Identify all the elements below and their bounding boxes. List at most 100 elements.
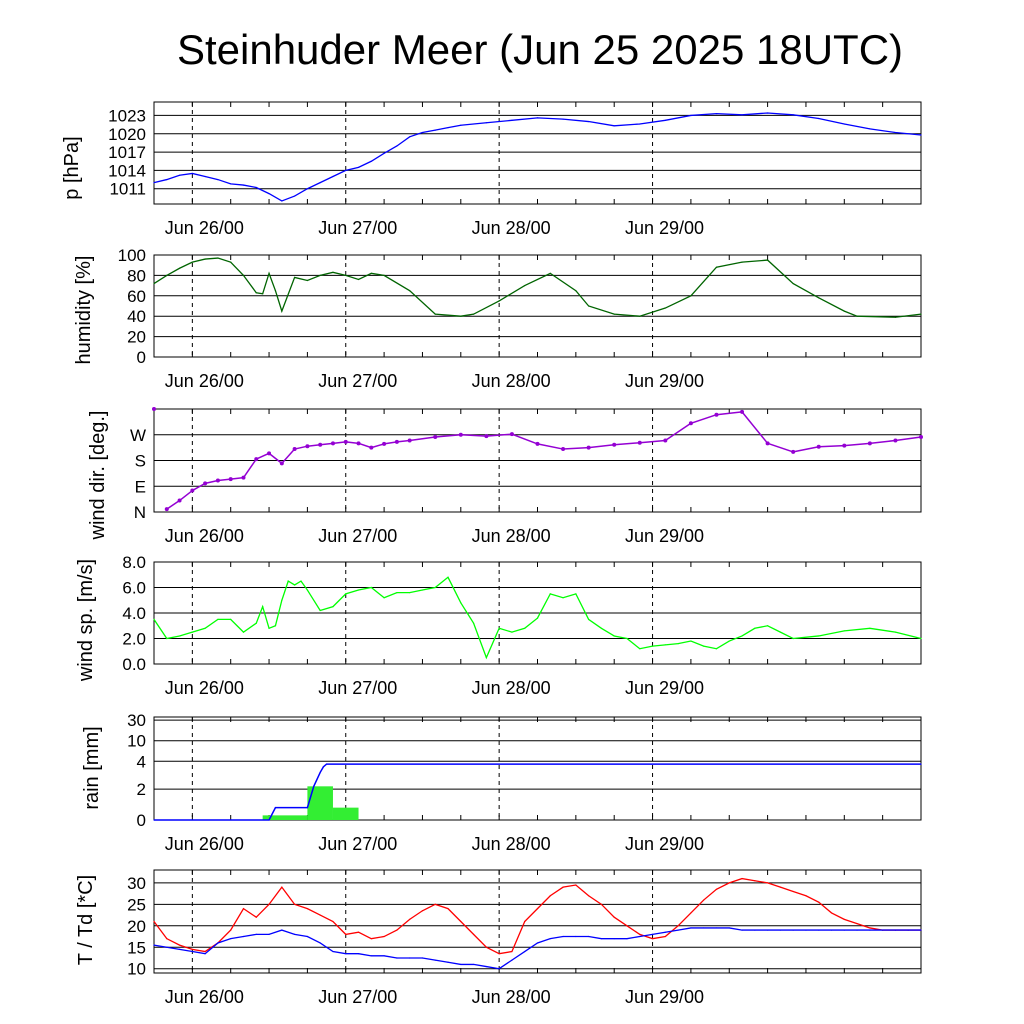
dewpoint-point: [447, 961, 449, 963]
pressure-point: [281, 200, 283, 202]
temperature-point: [741, 877, 743, 880]
temperature-point: [651, 938, 654, 940]
x-tick-label: Jun 26/00: [165, 678, 244, 698]
wind-dir-segment: [614, 442, 640, 446]
wind-speed-point: [677, 643, 679, 645]
pressure-point: [511, 119, 513, 121]
rain-cumulative-point: [325, 763, 328, 765]
wind-dir-segment: [869, 439, 896, 445]
humidity-point: [434, 313, 436, 315]
humidity-point: [664, 307, 666, 309]
dewpoint-point: [639, 935, 641, 938]
humidity-point: [575, 290, 577, 292]
y-tick-label: 1017: [108, 143, 146, 162]
pressure-point: [715, 113, 718, 115]
x-tick-label: Jun 28/00: [472, 371, 551, 391]
rain-cumulative-point: [306, 807, 308, 809]
wind-dir-segment: [358, 442, 372, 449]
rain-bar: [332, 807, 359, 820]
dewpoint-point: [281, 929, 283, 931]
pressure-point: [230, 183, 232, 185]
dewpoint-point: [306, 935, 308, 938]
humidity-point: [217, 257, 219, 259]
dewpoint-point: [894, 929, 897, 931]
humidity-point: [856, 315, 858, 317]
temperature-point: [498, 953, 500, 955]
wind-speed-point: [262, 606, 264, 608]
temperature-point: [447, 908, 449, 910]
pressure-point: [767, 112, 769, 114]
wind-dir-segment: [242, 458, 257, 479]
dewpoint-point: [754, 929, 756, 931]
temperature-point: [626, 925, 628, 927]
y-tick-label: W: [130, 426, 146, 445]
pressure-point: [588, 120, 590, 123]
wind-dir-segment: [486, 433, 512, 437]
wind-dir-segment: [716, 411, 743, 416]
y-tick-label: 60: [127, 287, 146, 306]
wind-dir-segment: [664, 422, 692, 442]
wind-dir-segment: [409, 436, 436, 442]
wind-speed-point: [319, 609, 321, 612]
dewpoint-point: [549, 938, 551, 940]
y-tick-label: S: [135, 452, 146, 471]
wind-speed-point: [715, 648, 718, 650]
dewpoint-point: [242, 935, 245, 938]
temperature-point: [728, 882, 730, 884]
wind-dir-point: [152, 407, 156, 411]
temperature-point: [472, 933, 475, 935]
temperature-point: [153, 920, 155, 923]
wind-dir-segment: [793, 446, 819, 453]
wind-speed-point: [332, 606, 334, 608]
dewpoint-point: [370, 955, 372, 957]
wind-speed-point: [485, 657, 487, 659]
wind-dir-segment: [563, 446, 589, 450]
x-tick-label: Jun 27/00: [318, 218, 397, 238]
dewpoint-point: [511, 959, 513, 961]
wind-speed-point: [294, 584, 296, 586]
wind-speed-point: [767, 625, 769, 627]
dewpoint-point: [294, 933, 296, 935]
temperature-point: [178, 944, 181, 946]
rain-bar: [262, 815, 308, 820]
temperature-point: [434, 903, 436, 905]
dewpoint-point: [255, 933, 257, 935]
wind-speed-point: [690, 640, 692, 642]
dewpoint-point: [703, 927, 705, 929]
x-tick-label: Jun 27/00: [318, 678, 397, 698]
dewpoint-point: [524, 950, 526, 953]
dewpoint-point: [472, 963, 475, 966]
humidity-point: [843, 310, 845, 312]
pressure-point: [460, 124, 462, 126]
temperature-point: [357, 931, 360, 933]
humidity-point: [894, 316, 897, 318]
temperature-point: [204, 950, 206, 953]
pressure-point: [178, 174, 181, 176]
temperature-point: [703, 899, 705, 901]
pressure-point: [536, 117, 539, 119]
dewpoint-point: [728, 927, 730, 929]
temperature-point: [524, 920, 526, 923]
y-tick-label: 8.0: [122, 553, 146, 572]
x-tick-label: Jun 28/00: [472, 678, 551, 698]
y-tick-label: E: [135, 477, 146, 496]
wind-speed-point: [779, 631, 781, 633]
wind-dir-segment: [690, 414, 717, 425]
humidity-point: [281, 310, 283, 312]
x-tick-label: Jun 26/00: [165, 834, 244, 854]
wind-dir-segment: [217, 478, 231, 482]
pressure-point: [894, 131, 897, 134]
humidity-line: [153, 257, 922, 318]
wind-speed-point: [869, 627, 871, 629]
wind-speed-point: [651, 645, 654, 647]
pressure-point: [485, 122, 487, 124]
wind-speed-point: [409, 592, 411, 594]
pressure-point: [409, 136, 411, 138]
y-tick-label: 2: [137, 780, 146, 799]
humidity-point: [294, 276, 296, 279]
humidity-point: [332, 271, 334, 273]
temperature-point: [306, 908, 308, 910]
humidity-point: [715, 266, 718, 268]
wind-speed-point: [600, 627, 603, 629]
wind-speed-point: [230, 618, 232, 620]
